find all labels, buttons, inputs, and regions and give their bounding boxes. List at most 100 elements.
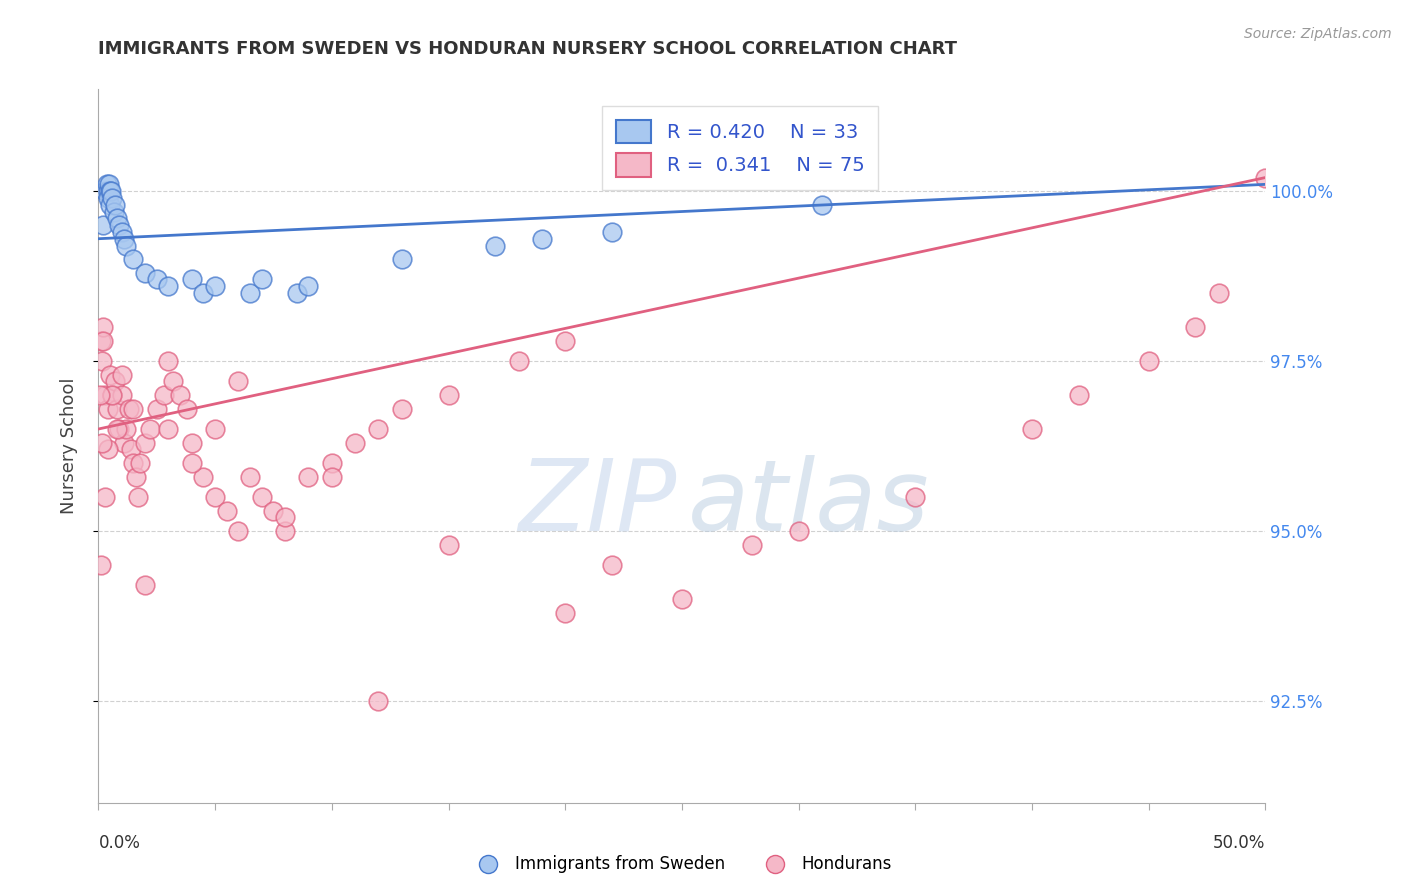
Point [1208, 286, 1230, 301]
Point [96, 178, 118, 192]
Point [90, 435, 112, 450]
Point [101, 388, 124, 402]
Point [111, 225, 134, 239]
Point [554, 334, 576, 348]
Point [180, 435, 202, 450]
Point [89, 388, 111, 402]
Point [344, 435, 367, 450]
Point [228, 524, 250, 538]
Point [508, 354, 530, 368]
Point [157, 354, 180, 368]
Point [100, 184, 122, 198]
Point [112, 232, 135, 246]
Point [108, 218, 131, 232]
Point [228, 375, 250, 389]
Point [105, 422, 128, 436]
Point [1137, 354, 1160, 368]
Point [98, 368, 121, 382]
Point [122, 252, 145, 266]
Point [904, 490, 927, 504]
Point [112, 435, 135, 450]
Point [120, 442, 142, 457]
Point [97, 442, 120, 457]
Point [239, 469, 262, 483]
Point [321, 469, 343, 483]
Point [391, 401, 413, 416]
Point [437, 388, 460, 402]
Point [111, 388, 134, 402]
Text: IMMIGRANTS FROM SWEDEN VS HONDURAN NURSERY SCHOOL CORRELATION CHART: IMMIGRANTS FROM SWEDEN VS HONDURAN NURSE… [98, 40, 957, 58]
Point [139, 422, 162, 436]
Text: Source: ZipAtlas.com: Source: ZipAtlas.com [1244, 27, 1392, 41]
Point [122, 401, 145, 416]
Point [134, 578, 156, 592]
Point [180, 272, 202, 286]
Point [152, 388, 174, 402]
Point [1021, 422, 1043, 436]
Point [134, 435, 156, 450]
Point [162, 375, 184, 389]
Point [204, 490, 226, 504]
Point [118, 401, 141, 416]
Point [297, 279, 319, 293]
Point [91, 320, 114, 334]
Point [193, 469, 215, 483]
Point [367, 422, 389, 436]
Point [180, 456, 202, 470]
Point [146, 401, 169, 416]
Point [530, 232, 553, 246]
Point [554, 606, 576, 620]
Point [90, 354, 112, 368]
Point [91, 218, 114, 232]
Point [115, 238, 138, 252]
Point [111, 368, 134, 382]
Point [127, 490, 149, 504]
Point [157, 422, 180, 436]
Point [91, 334, 114, 348]
Point [193, 286, 215, 301]
Point [129, 456, 152, 470]
Point [600, 225, 623, 239]
Point [90, 558, 112, 572]
Point [297, 469, 319, 483]
Point [600, 558, 623, 572]
Point [101, 388, 124, 402]
Point [1254, 170, 1277, 185]
Point [125, 469, 148, 483]
Point [105, 401, 128, 416]
Point [97, 178, 120, 192]
Point [115, 422, 138, 436]
Point [134, 266, 156, 280]
Point [215, 503, 238, 517]
Point [105, 211, 128, 226]
Point [104, 375, 127, 389]
Point [98, 198, 121, 212]
Point [94, 388, 117, 402]
Point [101, 191, 124, 205]
Point [157, 279, 180, 293]
Point [94, 184, 117, 198]
Point [94, 490, 117, 504]
Point [204, 279, 226, 293]
Point [146, 272, 169, 286]
Point [90, 334, 112, 348]
Point [97, 191, 120, 205]
Point [787, 524, 810, 538]
Point [204, 422, 226, 436]
Point [391, 252, 413, 266]
Text: 0.0%: 0.0% [98, 834, 141, 852]
Point [169, 388, 191, 402]
Text: atlas: atlas [688, 455, 929, 551]
Point [811, 198, 834, 212]
Point [97, 184, 120, 198]
Point [285, 286, 308, 301]
Text: ZIP: ZIP [517, 455, 676, 551]
Text: 50.0%: 50.0% [1213, 834, 1265, 852]
Point [321, 456, 343, 470]
Point [176, 401, 198, 416]
Point [367, 694, 389, 708]
Point [1067, 388, 1090, 402]
Point [262, 503, 284, 517]
Point [671, 591, 693, 606]
Point [484, 238, 506, 252]
